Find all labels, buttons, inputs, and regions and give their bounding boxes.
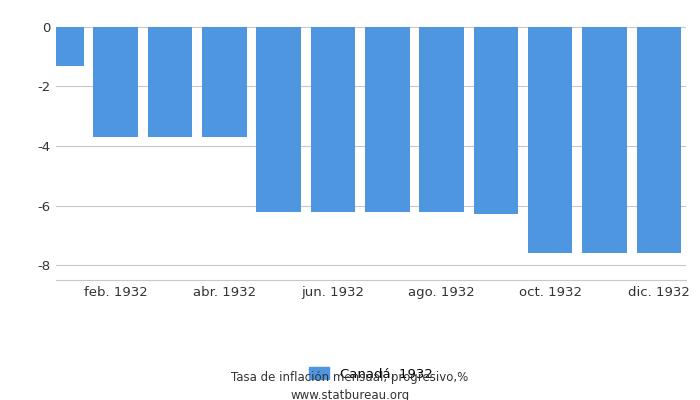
Bar (419, 27, 464, 212)
Bar (94, 27, 138, 137)
Text: Tasa de inflación mensual, progresivo,%: Tasa de inflación mensual, progresivo,% (232, 372, 468, 384)
Legend: Canadá, 1932: Canadá, 1932 (304, 362, 438, 386)
Bar (202, 27, 246, 137)
Bar (365, 27, 409, 212)
Bar (474, 27, 518, 214)
Bar (148, 27, 192, 137)
Bar (39, 27, 84, 66)
Text: www.statbureau.org: www.statbureau.org (290, 389, 410, 400)
Bar (311, 27, 356, 212)
Bar (582, 27, 626, 253)
Bar (528, 27, 573, 253)
Bar (636, 27, 681, 253)
Bar (256, 27, 301, 212)
